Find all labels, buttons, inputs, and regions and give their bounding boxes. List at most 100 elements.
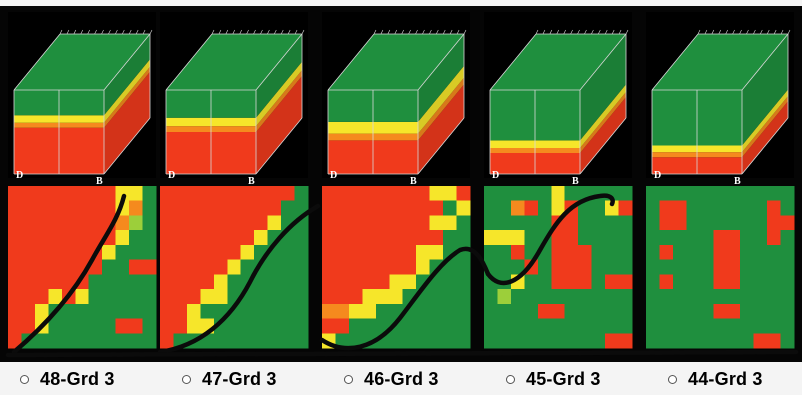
grid-cell (375, 303, 390, 319)
grid-cell (402, 215, 417, 231)
grid-cell (686, 244, 701, 261)
grid-cell (213, 333, 228, 349)
grid-cell (254, 303, 269, 319)
grid-cell (227, 303, 242, 319)
grid-cell (267, 303, 282, 319)
grid-cell (484, 259, 498, 275)
grid-cell (8, 274, 22, 290)
grid-map[interactable] (484, 186, 633, 349)
grid-cell (75, 274, 90, 290)
radio-icon[interactable] (20, 374, 29, 384)
grid-cell (48, 303, 63, 319)
grid-cell (659, 259, 674, 275)
grid-cell (416, 259, 431, 275)
grid-cell (456, 259, 471, 275)
grid-cell (591, 259, 606, 275)
grid-cell (726, 318, 741, 334)
grid-cell (294, 318, 309, 334)
grid-cell (416, 289, 431, 305)
grid-map[interactable] (160, 186, 309, 349)
grid-cell (524, 274, 539, 290)
grid-cell (160, 274, 174, 290)
grid-cell (429, 318, 444, 334)
grid-cell (375, 289, 390, 305)
grid-cell (551, 215, 566, 231)
grade-option-48[interactable]: 48-Grd 3 (20, 368, 115, 390)
grid-cell (780, 244, 795, 261)
grid-cell (102, 274, 117, 290)
grid-cell (767, 230, 781, 246)
grid-cell (510, 274, 525, 290)
grid-cell (686, 318, 701, 334)
grid-cell (753, 230, 768, 246)
grid-cell (497, 289, 512, 305)
grid-cell (281, 289, 295, 305)
grid-cell (88, 318, 103, 334)
grid-cell (780, 333, 795, 349)
grid-cell (213, 303, 228, 319)
grid-cell (524, 259, 539, 275)
grid-map[interactable] (322, 186, 471, 349)
grid-cell (699, 289, 714, 305)
radio-icon[interactable] (182, 374, 191, 384)
grid-cell (160, 333, 174, 349)
grid-cell (8, 318, 22, 334)
grid-cell (497, 333, 512, 349)
grid-cell (294, 230, 309, 246)
grid-cell (61, 289, 76, 305)
grid-cell (267, 318, 282, 334)
grid-cell (726, 215, 741, 231)
grid-map[interactable] (646, 186, 795, 349)
grid-cell (102, 230, 117, 246)
grid-cell (129, 274, 143, 290)
radio-icon[interactable] (506, 374, 515, 384)
grid-cell (605, 259, 619, 275)
grid-cell (142, 186, 157, 202)
grid-cell (8, 289, 22, 305)
grid-cell (362, 200, 377, 216)
grid-cell (267, 215, 282, 231)
grid-cell (142, 289, 157, 305)
grid-cell (618, 244, 633, 261)
grid-map[interactable] (8, 186, 157, 349)
grid-cell (267, 333, 282, 349)
grid-cell (186, 215, 201, 231)
grid-cell (335, 200, 350, 216)
grid-cell (267, 200, 282, 216)
grid-cell (294, 274, 309, 290)
grid-cell (160, 186, 174, 202)
grid-cell (227, 333, 242, 349)
grid-cell (551, 200, 566, 216)
grid-cell (699, 200, 714, 216)
radio-icon[interactable] (668, 374, 677, 384)
grid-cell (48, 318, 63, 334)
grid-cell (142, 274, 157, 290)
grid-cell (578, 259, 593, 275)
grid-cell (75, 259, 90, 275)
grade-option-46[interactable]: 46-Grd 3 (344, 368, 439, 390)
grid-cell (672, 186, 687, 202)
grid-cell (753, 200, 768, 216)
grid-cell (115, 318, 130, 334)
grid-cell (753, 318, 768, 334)
grid-cell (102, 318, 117, 334)
grade-option-45[interactable]: 45-Grd 3 (506, 368, 601, 390)
grid-cell (8, 333, 22, 349)
grid-cell (726, 333, 741, 349)
radio-icon[interactable] (344, 374, 353, 384)
grade-option-44[interactable]: 44-Grd 3 (668, 368, 763, 390)
grade-option-47[interactable]: 47-Grd 3 (182, 368, 277, 390)
grid-cell (456, 274, 471, 290)
grid-cell (375, 259, 390, 275)
grid-cell (497, 318, 512, 334)
grid-cell (578, 333, 593, 349)
grid-cell (429, 200, 444, 216)
grid-cell (402, 244, 417, 261)
grid-cell (551, 230, 566, 246)
grid-cell (389, 200, 404, 216)
grid-cell (129, 259, 143, 275)
grid-cell (389, 230, 404, 246)
grid-cell (659, 274, 674, 290)
grid-cell (646, 230, 660, 246)
grid-cell (740, 333, 755, 349)
